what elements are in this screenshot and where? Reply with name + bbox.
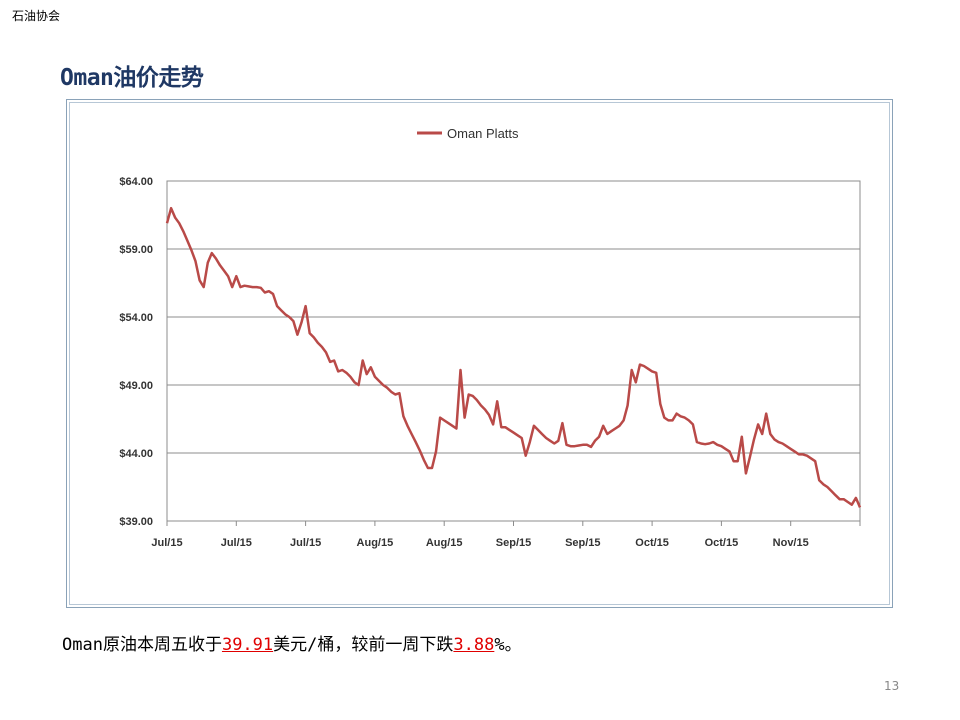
- x-tick-label: Oct/15: [635, 537, 669, 549]
- summary-change: 3.88: [453, 635, 495, 655]
- x-tick-label: Aug/15: [357, 537, 394, 549]
- x-tick-label: Sep/15: [565, 537, 600, 549]
- legend-label: Oman Platts: [447, 126, 519, 141]
- series-layer: [165, 206, 862, 508]
- y-tick-label: $64.00: [119, 176, 153, 188]
- y-tick-label: $49.00: [119, 380, 153, 392]
- x-tick-label: Jul/15: [290, 537, 321, 549]
- summary-suffix: %。: [494, 635, 522, 655]
- page-number: 13: [884, 679, 900, 693]
- series-line-oman-platts: [165, 206, 862, 508]
- summary-mid: 美元/桶，较前一周下跌: [273, 635, 454, 655]
- legend: Oman Platts: [417, 126, 519, 141]
- oil-price-chart: $64.00 $59.00 $54.00 $49.00 $44.00 $39.00 Jul…: [119, 126, 862, 549]
- y-axis-ticks: $64.00 $59.00 $54.00 $49.00 $44.00 $39.00: [119, 176, 153, 528]
- y-tick-label: $54.00: [119, 312, 153, 324]
- x-axis-ticks: Jul/15 Jul/15 Jul/15 Aug/15 Aug/15 Sep/15 Sep/…: [151, 521, 861, 549]
- summary-text: Oman原油本周五收于39.91美元/桶，较前一周下跌3.88%。: [62, 630, 522, 655]
- x-tick-label: Oct/15: [705, 537, 739, 549]
- grid-lines: [166, 180, 861, 522]
- chart-frame: $64.00 $59.00 $54.00 $49.00 $44.00 $39.00 Jul…: [66, 99, 893, 608]
- y-tick-label: $59.00: [119, 244, 153, 256]
- x-tick-label: Jul/15: [151, 537, 182, 549]
- organization-label: 石油协会: [12, 9, 61, 23]
- y-tick-label: $39.00: [119, 516, 153, 528]
- page-title: Oman油价走势: [60, 65, 204, 91]
- y-tick-label: $44.00: [119, 448, 153, 460]
- plot-border: [166, 180, 861, 522]
- x-tick-label: Jul/15: [221, 537, 252, 549]
- x-tick-label: Aug/15: [426, 537, 463, 549]
- summary-price: 39.91: [221, 635, 274, 655]
- x-tick-label: Nov/15: [773, 537, 809, 549]
- summary-prefix: Oman原油本周五收于: [62, 635, 222, 655]
- x-tick-label: Sep/15: [496, 537, 531, 549]
